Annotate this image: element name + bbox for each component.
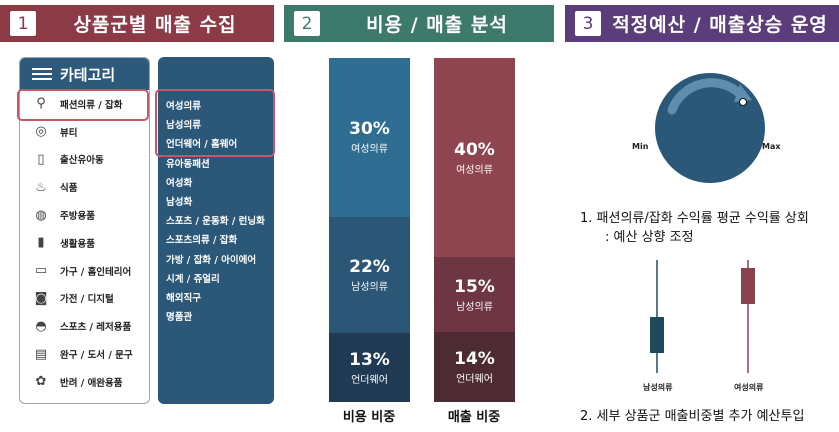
knob-body (655, 73, 765, 183)
note-1-line2: : 예산 상향 조정 (605, 230, 694, 245)
candle-body-women (741, 268, 755, 304)
subcategory-item[interactable]: 가방 / 잡화 / 아이에어 (166, 254, 257, 266)
budget-knob (655, 73, 765, 183)
sofa-icon: ▭ (34, 263, 48, 279)
book-icon: ▤ (34, 346, 48, 362)
category-item[interactable]: ▮ 생활용품 (20, 229, 149, 257)
category-panel: 카테고리 ⚲ 패션의류 / 잡화 ◎ 뷰티 ▯ 출산유아동 ♨ 식품 ◍ 주방용품 ▮ 생활용품 ▭ 가구… (19, 57, 150, 404)
category-item-label: 식품 (60, 183, 78, 195)
mirror-icon: ◎ (35, 124, 47, 140)
bar-segment-value: 15% (454, 276, 495, 297)
knob-indicator (739, 98, 747, 106)
menu-icon (32, 65, 52, 83)
category-item[interactable]: ◍ 주방용품 (20, 201, 149, 229)
knob-arc (667, 78, 745, 115)
note-2: 2. 세부 상품군 매출비중별 추가 예산투입 (580, 409, 805, 424)
bar-segment: 30% 여성의류 (329, 58, 410, 217)
step-title: 적정예산 / 매출상승 운영 (612, 14, 828, 36)
household-icon: ▮ (37, 235, 45, 251)
selected-subcategory-highlight (155, 89, 275, 157)
subcategory-item[interactable]: 여성의류 (166, 101, 201, 112)
category-item-label: 뷰티 (60, 127, 78, 139)
category-item[interactable]: ◙ 가전 / 디지털 (20, 285, 149, 313)
subcategory-panel (158, 57, 274, 404)
note-1-line1: 1. 패션의류/잡화 수익률 평균 수익률 상회 (580, 211, 809, 226)
food-icon: ♨ (35, 179, 47, 195)
bar-segment-value: 40% (454, 139, 495, 160)
category-item-label: 완구 / 도서 / 문구 (60, 350, 133, 362)
category-item[interactable]: ▯ 출산유아동 (20, 146, 149, 174)
bar-segment-label: 남성의류 (456, 301, 493, 313)
bar-segment-label: 여성의류 (351, 144, 388, 156)
bar-segment-label: 언더웨어 (456, 374, 493, 386)
subcategory-item[interactable]: 남성화 (166, 197, 193, 208)
bar-segment-value: 13% (349, 349, 390, 370)
category-header-label: 카테고리 (60, 65, 116, 84)
step-number: 3 (575, 11, 601, 36)
candle-body-men (650, 317, 664, 353)
cost-share-label: 비용 비중 (342, 410, 396, 425)
subcategory-item[interactable]: 남성의류 (166, 120, 201, 132)
baby-bottle-icon: ▯ (37, 151, 45, 167)
bar-segment: 22% 남성의류 (329, 216, 410, 334)
knob-arrow-icon (734, 84, 752, 102)
subcategory-item[interactable]: 시계 / 쥬얼리 (166, 273, 220, 285)
bar-segment: 15% 남성의류 (434, 257, 515, 333)
bar-segment-label: 여성의류 (456, 164, 493, 176)
subcategory-item[interactable]: 여성화 (166, 177, 193, 189)
category-item-label: 가전 / 디지털 (60, 294, 114, 306)
category-item[interactable]: ◎ 뷰티 (20, 118, 149, 146)
camera-icon: ◙ (34, 290, 48, 306)
step-number: 2 (294, 11, 320, 36)
kitchen-icon: ◍ (35, 207, 47, 223)
bar-segment-label: 언더웨어 (351, 374, 388, 386)
subcategory-item[interactable]: 유아동패션 (166, 158, 210, 170)
category-item[interactable]: ⚲ 패션의류 / 잡화 (20, 90, 149, 118)
step3-banner: 3 적정예산 / 매출상승 운영 (565, 5, 839, 42)
category-list: ⚲ 패션의류 / 잡화 ◎ 뷰티 ▯ 출산유아동 ♨ 식품 ◍ 주방용품 ▮ 생활용품 ▭ 가구 / 홈인… (20, 90, 149, 396)
candle-label-women: 여성의류 (734, 383, 764, 392)
category-item-label: 스포츠 / 레저용품 (60, 322, 132, 334)
category-item-label: 가구 / 홈인테리어 (60, 266, 132, 278)
knob-max-label: Max (762, 142, 781, 151)
bar-segment-label: 남성의류 (351, 281, 388, 293)
category-item[interactable]: ◓ 스포츠 / 레저용품 (20, 312, 149, 340)
category-item-label: 반려 / 애완용품 (60, 377, 123, 389)
step2-banner: 2 비용 / 매출 분석 (284, 5, 554, 42)
category-item[interactable]: ✿ 반려 / 애완용품 (20, 368, 149, 396)
bar-segment-value: 14% (454, 349, 495, 370)
category-item-label: 패션의류 / 잡화 (60, 99, 123, 111)
bar-segment: 13% 언더웨어 (329, 333, 410, 402)
subcategory-item[interactable]: 스포츠의류 / 잡화 (166, 235, 238, 247)
category-item[interactable]: ♨ 식품 (20, 173, 149, 201)
sales-share-label: 매출 비중 (447, 410, 501, 425)
category-item-label: 출산유아동 (60, 155, 104, 167)
paw-icon: ✿ (35, 374, 47, 390)
category-header: 카테고리 (20, 58, 149, 90)
candle-chart (650, 260, 755, 373)
subcategory-item[interactable]: 스포츠 / 운동화 / 런닝화 (166, 216, 265, 228)
candle-label-men: 남성의류 (643, 383, 673, 392)
bar-segment-value: 30% (349, 119, 390, 140)
step-title: 상품군별 매출 수집 (73, 14, 237, 36)
category-item-label: 생활용품 (60, 238, 95, 250)
subcategory-item[interactable]: 해외직구 (166, 293, 201, 304)
category-item[interactable]: ▭ 가구 / 홈인테리어 (20, 257, 149, 285)
knob-min-label: Min (632, 142, 649, 151)
category-item-label: 주방용품 (60, 211, 95, 223)
category-item[interactable]: ▤ 완구 / 도서 / 문구 (20, 340, 149, 368)
step1-banner: 1 상품군별 매출 수집 (0, 5, 274, 42)
subcategory-item[interactable]: 언더웨어 / 홈웨어 (166, 139, 238, 151)
clothes-hanger-icon: ⚲ (36, 96, 46, 112)
shoe-icon: ◓ (35, 318, 47, 334)
bar-segment: 14% 언더웨어 (434, 332, 515, 402)
bar-segment: 40% 여성의류 (434, 58, 515, 258)
subcategory-item[interactable]: 명품관 (166, 312, 193, 324)
selected-category-highlight (17, 89, 149, 121)
step-number: 1 (10, 11, 36, 36)
step-title: 비용 / 매출 분석 (366, 14, 508, 36)
bar-segment-value: 22% (349, 256, 390, 277)
